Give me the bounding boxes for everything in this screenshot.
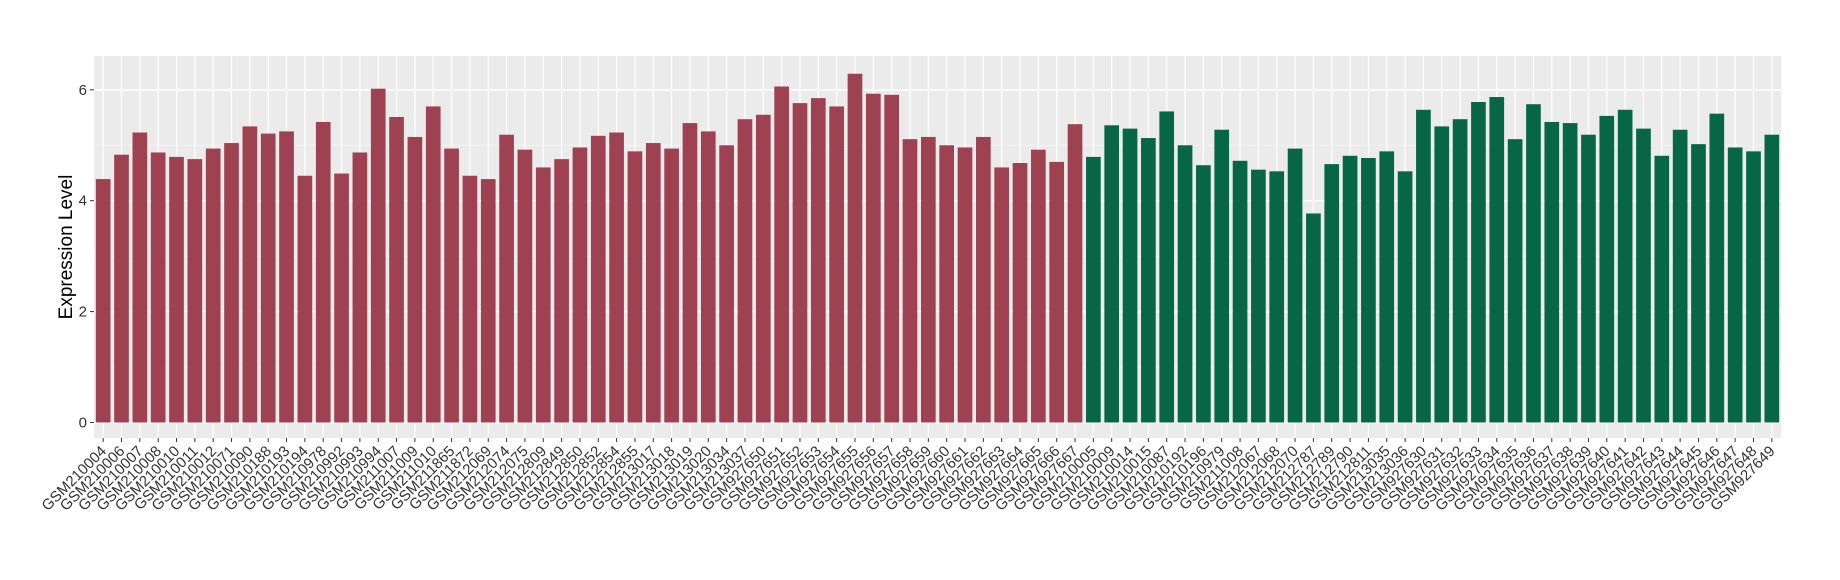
bar xyxy=(957,147,973,423)
bar xyxy=(1177,145,1193,423)
bar xyxy=(700,131,716,423)
bar xyxy=(1672,129,1688,423)
bar xyxy=(370,88,386,423)
bar xyxy=(224,143,239,423)
bar xyxy=(1636,128,1651,423)
bar xyxy=(1067,124,1083,423)
bar xyxy=(1361,158,1376,423)
bar xyxy=(1049,161,1065,423)
bar xyxy=(187,159,203,423)
bar xyxy=(1709,113,1725,423)
bar xyxy=(297,175,313,423)
bar xyxy=(554,159,569,423)
bar xyxy=(1031,149,1046,423)
y-tick-label: 0 xyxy=(79,414,87,431)
bar xyxy=(444,148,459,423)
bar xyxy=(1452,119,1468,423)
bar xyxy=(279,131,294,423)
bar xyxy=(1764,134,1780,423)
bar xyxy=(590,135,606,423)
bar xyxy=(242,126,258,423)
bar xyxy=(1471,102,1486,423)
bar xyxy=(205,148,221,423)
bar xyxy=(114,154,129,423)
bar xyxy=(389,116,404,423)
bar xyxy=(462,175,478,423)
bar xyxy=(1599,115,1615,423)
bar xyxy=(920,136,936,423)
bar xyxy=(1691,144,1706,423)
bar xyxy=(1122,128,1138,423)
bar xyxy=(976,136,991,423)
y-axis-title: Expression Level xyxy=(56,175,77,320)
bar xyxy=(1012,163,1028,423)
bar xyxy=(1306,213,1321,423)
bar xyxy=(1526,104,1541,423)
bar xyxy=(1507,139,1523,423)
bar xyxy=(774,86,789,423)
bar xyxy=(150,152,166,423)
bar xyxy=(1159,111,1175,423)
bar xyxy=(737,119,753,423)
bar xyxy=(1617,109,1633,423)
bar xyxy=(1251,169,1266,423)
bar xyxy=(315,121,331,423)
bar xyxy=(627,151,643,423)
bar xyxy=(865,93,881,423)
bar xyxy=(939,145,955,423)
bar xyxy=(1196,165,1211,423)
bar xyxy=(1397,171,1413,423)
bar xyxy=(407,136,423,423)
bar xyxy=(352,152,368,423)
bar xyxy=(1544,121,1560,423)
bar xyxy=(829,106,844,423)
bar xyxy=(1342,155,1358,423)
bar xyxy=(1104,125,1120,423)
bar xyxy=(719,145,734,423)
bar xyxy=(95,179,111,423)
bar xyxy=(1269,171,1285,423)
bar xyxy=(682,123,698,423)
bar xyxy=(755,114,771,423)
bar xyxy=(499,134,514,423)
bar xyxy=(1727,147,1743,423)
bar xyxy=(1416,109,1431,423)
bar xyxy=(664,148,679,423)
bar xyxy=(884,94,899,423)
bar xyxy=(1562,123,1578,423)
bar xyxy=(847,73,863,423)
y-tick-label: 6 xyxy=(79,82,87,99)
bar xyxy=(260,133,276,423)
bar xyxy=(1086,156,1101,423)
bar xyxy=(425,106,441,423)
bar xyxy=(334,173,349,423)
y-tick-label: 4 xyxy=(79,193,87,210)
bar xyxy=(902,139,918,423)
bar xyxy=(810,98,826,423)
bar xyxy=(1654,155,1670,423)
bar xyxy=(792,103,808,423)
y-tick-label: 2 xyxy=(79,304,87,321)
bar xyxy=(994,167,1010,423)
bar xyxy=(1232,160,1248,423)
bar xyxy=(1581,134,1596,423)
bar xyxy=(1287,148,1303,423)
bar xyxy=(645,143,661,423)
bar xyxy=(132,132,148,423)
bar xyxy=(572,147,588,423)
bar xyxy=(609,132,624,423)
bar xyxy=(1141,138,1156,423)
bar xyxy=(1324,164,1340,423)
bar xyxy=(1434,126,1450,423)
bar xyxy=(517,149,533,423)
bar xyxy=(1489,97,1505,423)
bar xyxy=(1379,151,1395,423)
bar xyxy=(1746,151,1761,423)
bar xyxy=(535,167,551,423)
bar xyxy=(1214,129,1230,423)
bar xyxy=(480,179,496,423)
bar xyxy=(169,156,184,423)
